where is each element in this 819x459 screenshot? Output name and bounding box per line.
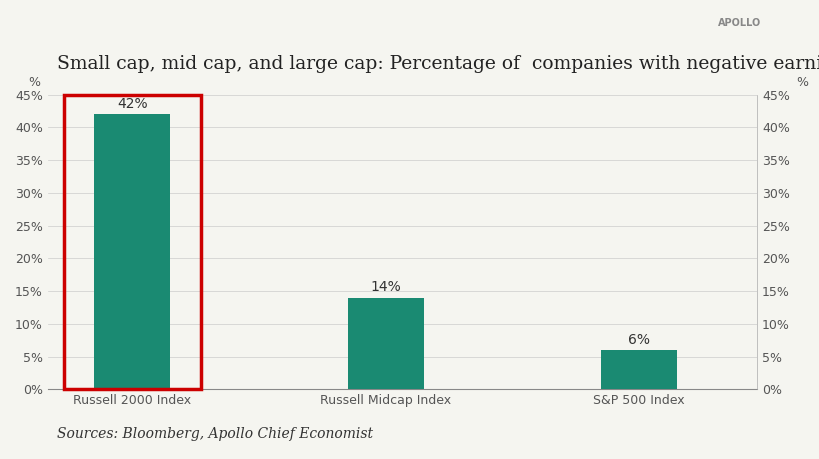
Text: 42%: 42% xyxy=(117,97,147,111)
Text: 14%: 14% xyxy=(370,280,400,295)
Text: APOLLO: APOLLO xyxy=(718,18,762,28)
Text: 6%: 6% xyxy=(628,333,649,347)
Text: Small cap, mid cap, and large cap: Percentage of  companies with negative earnin: Small cap, mid cap, and large cap: Perce… xyxy=(57,55,819,73)
Text: %: % xyxy=(29,76,41,89)
Bar xyxy=(94,114,170,389)
Bar xyxy=(347,298,423,389)
Text: %: % xyxy=(796,76,808,89)
Bar xyxy=(601,350,676,389)
Text: Sources: Bloomberg, Apollo Chief Economist: Sources: Bloomberg, Apollo Chief Economi… xyxy=(57,426,373,441)
